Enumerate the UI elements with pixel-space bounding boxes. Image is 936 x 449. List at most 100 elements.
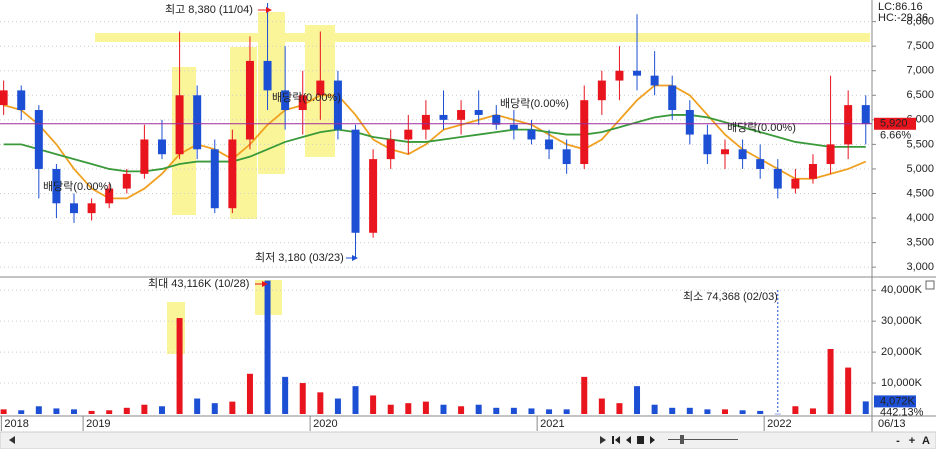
volume-bar (616, 403, 623, 414)
candle-body (509, 124, 518, 130)
candle-body (597, 80, 606, 101)
candle-body (844, 105, 853, 145)
y-tick-label: 5,500 (906, 138, 934, 150)
button[interactable] (637, 436, 644, 444)
change-rate: 6.66% (880, 130, 911, 142)
zoom-slider[interactable] (668, 439, 738, 440)
candle-body (421, 114, 430, 130)
volume-bar (510, 407, 517, 414)
dividend-note: 배당락(0.00%) (727, 121, 796, 134)
volume-bar (722, 409, 729, 414)
volume-bar (176, 318, 183, 414)
candle-body (562, 149, 571, 165)
scroll-right[interactable] (600, 436, 606, 444)
volume-bar (352, 386, 359, 414)
candle-body (492, 114, 501, 125)
volume-bar (475, 404, 482, 414)
candle-body (703, 134, 712, 155)
volume-bar (581, 376, 588, 414)
volume-bar (18, 410, 25, 414)
end-date: 06/13 (878, 418, 906, 430)
x-tick-label: 2019 (86, 418, 110, 430)
candle-body (738, 149, 747, 160)
candle-body (105, 188, 114, 204)
candle-body (580, 100, 589, 165)
candle-body (668, 85, 677, 111)
volume-bar (792, 406, 799, 414)
toolbar-button[interactable]: - (896, 435, 900, 447)
candle-body (351, 129, 360, 233)
volume-bar (686, 407, 693, 414)
candle-body (175, 95, 184, 155)
highlight-band (95, 33, 870, 42)
volume-bar (528, 408, 535, 414)
candle-body (122, 173, 131, 189)
y-tick-label: 20,000K (881, 346, 923, 358)
volume-bar (141, 404, 148, 414)
volume-bar (211, 403, 218, 414)
y-tick-label: 4,500 (906, 187, 934, 199)
candle-body (263, 60, 272, 91)
volume-bar (704, 409, 711, 414)
y-tick-label: 7,500 (906, 40, 934, 52)
button[interactable] (615, 436, 620, 444)
candle-body (87, 203, 96, 214)
volume-bar (334, 398, 341, 414)
arrow-head (262, 281, 268, 287)
y-tick-label: 40,000K (881, 284, 923, 296)
volume-bar (669, 407, 676, 414)
volume-bar (106, 410, 113, 414)
dividend-note: 배당락(0.00%) (43, 180, 112, 193)
y-tick-label: 3,000 (906, 261, 934, 273)
candle-body (439, 114, 448, 120)
candle-body (386, 139, 395, 160)
playback-controls[interactable] (612, 435, 738, 444)
volume-bar (739, 410, 746, 414)
toolbar-button[interactable]: + (909, 435, 915, 447)
candle-body (721, 149, 730, 155)
volume-bar (493, 407, 500, 414)
button[interactable] (612, 436, 614, 444)
volume-bar (246, 373, 253, 414)
candle-body (333, 80, 342, 130)
candle-body (650, 75, 659, 86)
candle-body (298, 95, 307, 111)
candle-body (457, 110, 466, 120)
scroll-left[interactable] (9, 436, 15, 444)
price-box (874, 117, 916, 130)
y-tick-label: 8,000 (906, 16, 934, 28)
candle-body (756, 159, 765, 169)
volume-bar (458, 406, 465, 414)
candle-body (70, 203, 79, 214)
volume-bar (862, 401, 869, 414)
dividend-note: 배당락(0.00%) (500, 97, 569, 110)
candle-body (140, 139, 149, 174)
y-tick-label: 4,000 (906, 212, 934, 224)
last-price: 5,920 (880, 118, 908, 130)
candle-body (404, 129, 413, 140)
volume-bar (317, 392, 324, 414)
volume-bar (774, 413, 781, 415)
scrollbar[interactable] (0, 431, 936, 449)
candle-body (316, 80, 325, 96)
low-note: 최저 3,180 (03/23) (255, 251, 344, 264)
volume-bar (405, 403, 412, 414)
candle-body (773, 168, 782, 189)
candle-body (210, 149, 219, 209)
high-note: 최고 8,380 (11/04) (165, 3, 253, 16)
toolbar-button[interactable]: A (922, 435, 930, 447)
zoom-thumb[interactable] (680, 435, 684, 444)
y-tick-label: 5,000 (906, 163, 934, 175)
pane-close[interactable] (925, 280, 935, 290)
candle-body (633, 70, 642, 76)
y-tick-label: 30,000K (881, 315, 923, 327)
button[interactable] (626, 436, 631, 444)
volume-bar (634, 386, 641, 414)
candle-body (157, 139, 166, 155)
y-tick-label: 10,000K (881, 377, 923, 389)
last-volume: 4,072K (880, 395, 916, 407)
candle-body (0, 90, 8, 106)
candle-body (17, 90, 26, 111)
button[interactable] (650, 436, 655, 444)
volume-bar (563, 409, 570, 414)
